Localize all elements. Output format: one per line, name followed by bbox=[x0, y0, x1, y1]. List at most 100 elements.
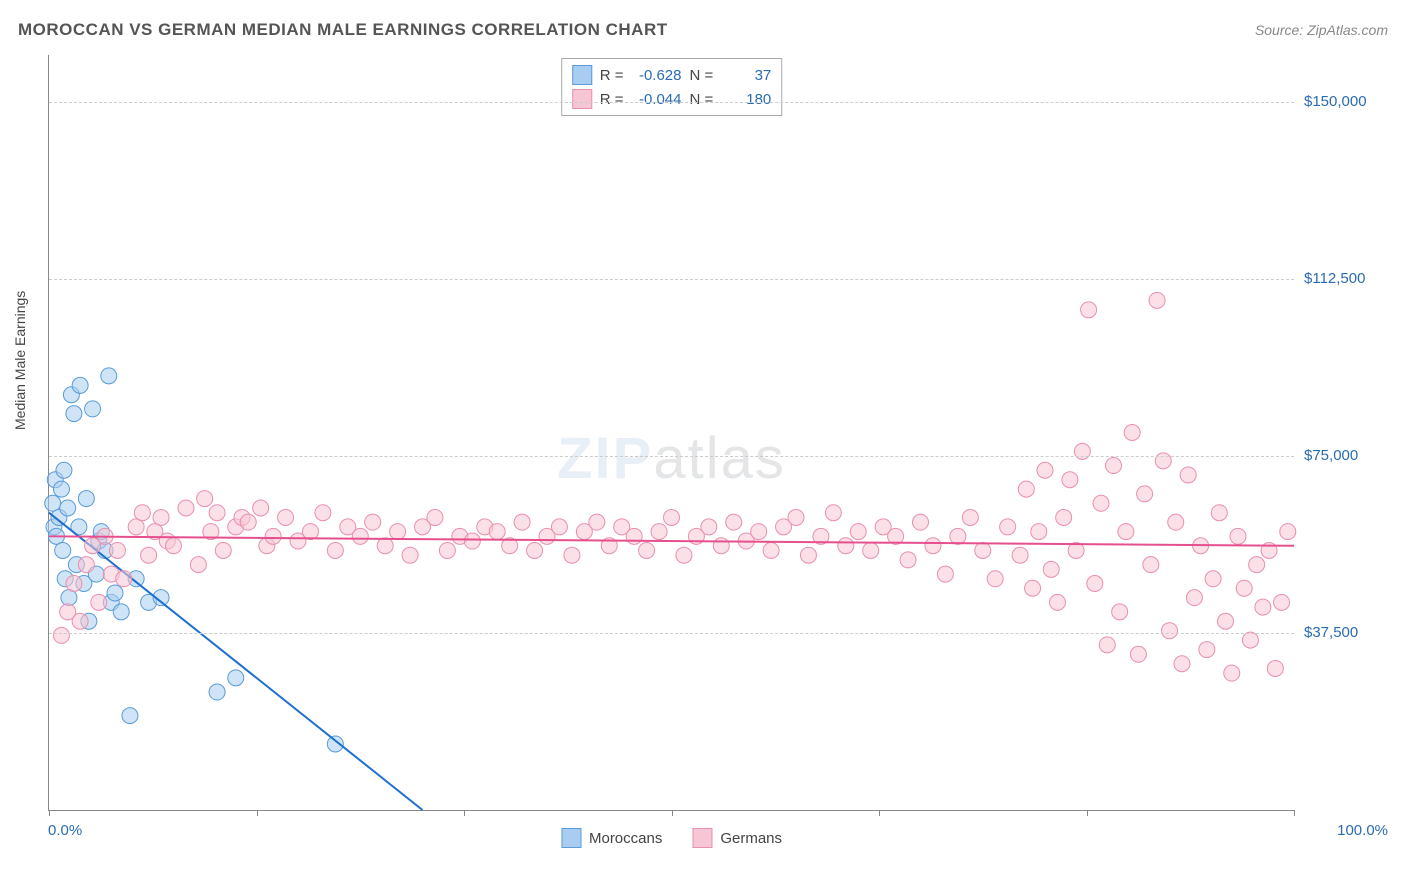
y-tick-label: $112,500 bbox=[1304, 270, 1399, 287]
data-point bbox=[166, 538, 182, 554]
data-point bbox=[116, 571, 132, 587]
data-point bbox=[838, 538, 854, 554]
data-point bbox=[365, 514, 381, 530]
data-point bbox=[66, 406, 82, 422]
data-point bbox=[427, 509, 443, 525]
data-point bbox=[1224, 665, 1240, 681]
data-point bbox=[113, 604, 129, 620]
gridline bbox=[49, 102, 1294, 103]
data-point bbox=[1012, 547, 1028, 563]
data-point bbox=[390, 524, 406, 540]
data-point bbox=[1274, 594, 1290, 610]
data-point bbox=[1118, 524, 1134, 540]
data-point bbox=[141, 547, 157, 563]
data-point bbox=[788, 509, 804, 525]
data-point bbox=[1236, 580, 1252, 596]
n-label: N = bbox=[690, 67, 714, 84]
swatch-germans-icon bbox=[572, 89, 592, 109]
data-point bbox=[825, 505, 841, 521]
data-point bbox=[987, 571, 1003, 587]
data-point bbox=[109, 542, 125, 558]
data-point bbox=[1105, 458, 1121, 474]
data-point bbox=[278, 509, 294, 525]
data-point bbox=[701, 519, 717, 535]
data-point bbox=[153, 509, 169, 525]
data-point bbox=[1267, 660, 1283, 676]
data-point bbox=[1242, 632, 1258, 648]
y-tick-label: $75,000 bbox=[1304, 447, 1399, 464]
legend-row-moroccans: R = -0.628 N = 37 bbox=[572, 63, 772, 87]
data-point bbox=[45, 495, 61, 511]
scatter-plot-area: ZIPatlas R = -0.628 N = 37 R = -0.044 N … bbox=[48, 55, 1294, 811]
data-point bbox=[122, 708, 138, 724]
n-value-moroccans: 37 bbox=[721, 67, 771, 84]
legend-label-moroccans: Moroccans bbox=[589, 830, 662, 847]
data-point bbox=[1099, 637, 1115, 653]
data-point bbox=[1025, 580, 1041, 596]
data-point bbox=[1211, 505, 1227, 521]
data-point bbox=[78, 557, 94, 573]
data-point bbox=[1205, 571, 1221, 587]
y-tick-label: $150,000 bbox=[1304, 93, 1399, 110]
data-point bbox=[1081, 302, 1097, 318]
data-point bbox=[651, 524, 667, 540]
data-point bbox=[302, 524, 318, 540]
r-label: R = bbox=[600, 67, 624, 84]
trend-line bbox=[49, 536, 1294, 545]
data-point bbox=[1049, 594, 1065, 610]
series-legend: Moroccans Germans bbox=[561, 828, 782, 848]
data-point bbox=[209, 684, 225, 700]
x-tick-mark bbox=[464, 810, 465, 816]
data-point bbox=[1112, 604, 1128, 620]
data-point bbox=[178, 500, 194, 516]
data-point bbox=[377, 538, 393, 554]
data-point bbox=[514, 514, 530, 530]
data-point bbox=[55, 542, 71, 558]
gridline bbox=[49, 633, 1294, 634]
data-point bbox=[1124, 425, 1140, 441]
data-point bbox=[66, 576, 82, 592]
r-label: R = bbox=[600, 91, 624, 108]
data-point bbox=[190, 557, 206, 573]
legend-label-germans: Germans bbox=[720, 830, 782, 847]
data-point bbox=[72, 377, 88, 393]
data-point bbox=[1199, 642, 1215, 658]
data-point bbox=[1255, 599, 1271, 615]
swatch-moroccans-icon bbox=[561, 828, 581, 848]
data-point bbox=[1056, 509, 1072, 525]
data-point bbox=[53, 627, 69, 643]
data-point bbox=[975, 542, 991, 558]
data-point bbox=[197, 491, 213, 507]
data-point bbox=[253, 500, 269, 516]
trend-line bbox=[49, 513, 423, 810]
data-point bbox=[1087, 576, 1103, 592]
data-point bbox=[639, 542, 655, 558]
data-point bbox=[664, 509, 680, 525]
x-tick-mark bbox=[879, 810, 880, 816]
data-point bbox=[962, 509, 978, 525]
x-tick-mark bbox=[49, 810, 50, 816]
data-point bbox=[1037, 462, 1053, 478]
data-point bbox=[1230, 528, 1246, 544]
data-point bbox=[863, 542, 879, 558]
x-axis-min-label: 0.0% bbox=[48, 822, 82, 839]
chart-title: MOROCCAN VS GERMAN MEDIAN MALE EARNINGS … bbox=[18, 20, 668, 40]
n-value-germans: 180 bbox=[721, 91, 771, 108]
data-point bbox=[726, 514, 742, 530]
r-value-germans: -0.044 bbox=[632, 91, 682, 108]
data-point bbox=[1162, 623, 1178, 639]
data-point bbox=[56, 462, 72, 478]
data-point bbox=[215, 542, 231, 558]
y-axis-label: Median Male Earnings bbox=[12, 291, 28, 430]
data-point bbox=[209, 505, 225, 521]
data-point bbox=[1180, 467, 1196, 483]
data-point bbox=[551, 519, 567, 535]
data-point bbox=[626, 528, 642, 544]
scatter-svg bbox=[49, 55, 1294, 810]
data-point bbox=[128, 519, 144, 535]
data-point bbox=[402, 547, 418, 563]
data-point bbox=[107, 585, 123, 601]
data-point bbox=[60, 500, 76, 516]
data-point bbox=[1168, 514, 1184, 530]
data-point bbox=[134, 505, 150, 521]
